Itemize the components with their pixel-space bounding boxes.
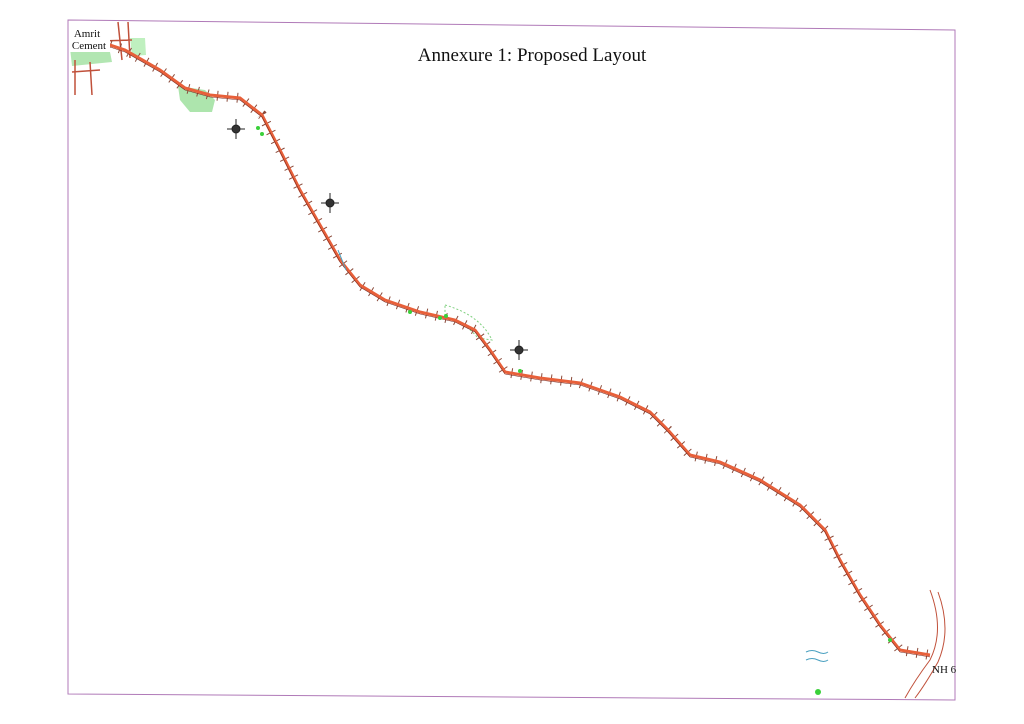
survey-marker	[227, 119, 528, 360]
water-marks	[337, 249, 829, 662]
proposed-road	[70, 43, 931, 657]
end-label: NH 6	[932, 664, 957, 676]
road-edge	[70, 46, 931, 658]
side-roads	[69, 21, 946, 699]
green-area	[130, 38, 146, 56]
start-label: Amrit	[74, 28, 100, 40]
map-frame	[67, 19, 956, 701]
green-area	[444, 304, 493, 341]
map-title: Annexure 1: Proposed Layout	[418, 45, 647, 66]
start-label: Cement	[72, 40, 106, 52]
green-area	[70, 48, 112, 66]
green-points	[256, 126, 892, 695]
label-background	[70, 26, 110, 52]
